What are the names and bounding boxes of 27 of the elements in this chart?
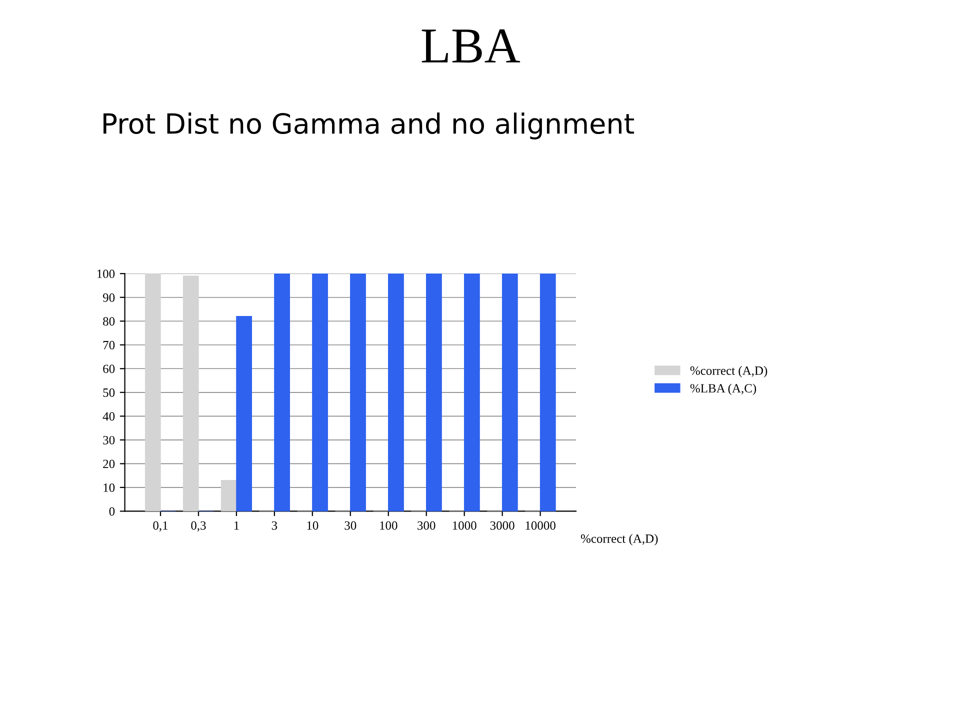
x-tick-label: 10 — [307, 521, 318, 530]
y-tick-label: 100 — [97, 270, 115, 278]
x-tick-label: 100 — [380, 521, 398, 530]
y-tick-label: 50 — [103, 388, 115, 397]
x-tick-label: 1000 — [452, 521, 476, 530]
text: %correct (A,D) — [580, 534, 658, 546]
x-tick-label: 3000 — [490, 521, 514, 530]
y-tick-label: 40 — [102, 412, 115, 421]
legend-label: %correct (A,D) — [690, 366, 768, 378]
x-tick-label: 0,1 — [153, 521, 168, 532]
chart-title: LBA — [422, 29, 520, 63]
x-tick-label: 1 — [234, 521, 239, 530]
y-tick-label: 0 — [109, 507, 115, 516]
legend-label: %LBA (A,C) — [690, 384, 756, 396]
y-tick-label: 10 — [104, 483, 115, 492]
x-tick-label: 10000 — [526, 521, 556, 530]
y-tick-label: 70 — [103, 340, 115, 350]
x-tick-label: 0,3 — [191, 521, 206, 532]
y-tick-label: 20 — [103, 460, 115, 468]
y-tick-label: 90 — [102, 293, 115, 302]
x-tick-label: 30 — [344, 521, 356, 530]
x-tick-label: 3 — [272, 521, 278, 530]
chart-subtitle: Prot Dist no Gamma and no alignment — [104, 112, 634, 140]
y-tick-label: 60 — [103, 364, 115, 374]
y-tick-label: 30 — [103, 436, 115, 444]
y-tick-label: 80 — [103, 317, 115, 326]
x-tick-label: 300 — [418, 521, 436, 530]
